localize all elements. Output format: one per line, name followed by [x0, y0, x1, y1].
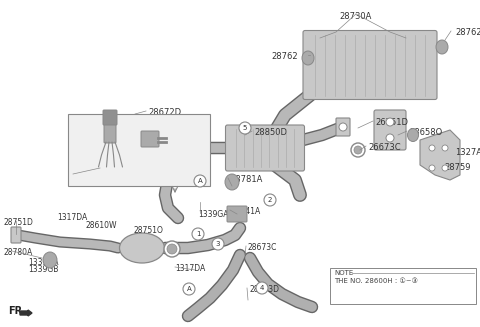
Circle shape	[194, 175, 206, 187]
Text: 2: 2	[268, 197, 272, 203]
Circle shape	[339, 123, 347, 131]
Text: 1: 1	[196, 231, 200, 237]
FancyBboxPatch shape	[374, 110, 406, 150]
Text: A: A	[198, 178, 203, 184]
Circle shape	[167, 244, 177, 254]
Ellipse shape	[436, 40, 448, 54]
Circle shape	[256, 282, 268, 294]
Text: 1339GA: 1339GA	[28, 258, 59, 267]
Circle shape	[442, 165, 448, 171]
Circle shape	[429, 165, 435, 171]
Ellipse shape	[225, 174, 239, 190]
Text: 28751O: 28751O	[133, 226, 163, 235]
Circle shape	[212, 238, 224, 250]
Text: 28850D: 28850D	[254, 128, 287, 137]
Text: NOTE: NOTE	[334, 270, 353, 276]
Circle shape	[164, 241, 180, 257]
Circle shape	[354, 146, 362, 154]
FancyBboxPatch shape	[336, 118, 350, 136]
Circle shape	[442, 145, 448, 151]
Circle shape	[351, 143, 365, 157]
Text: 28751D: 28751D	[4, 218, 34, 227]
FancyBboxPatch shape	[330, 268, 476, 304]
Text: 28669O: 28669O	[136, 138, 166, 147]
Circle shape	[192, 228, 204, 240]
Text: A: A	[187, 286, 192, 292]
Circle shape	[264, 194, 276, 206]
Text: 4: 4	[260, 285, 264, 291]
FancyBboxPatch shape	[141, 131, 159, 147]
Polygon shape	[420, 130, 460, 180]
Text: 28641A: 28641A	[232, 207, 261, 216]
Circle shape	[239, 122, 251, 134]
Text: 1125KJ: 1125KJ	[73, 172, 99, 181]
FancyBboxPatch shape	[68, 114, 210, 186]
FancyBboxPatch shape	[104, 121, 116, 143]
Text: FR: FR	[8, 306, 22, 316]
Text: 1339GB: 1339GB	[28, 265, 59, 274]
Text: 28762: 28762	[271, 52, 298, 61]
Ellipse shape	[302, 51, 314, 65]
Text: 1327AC: 1327AC	[455, 148, 480, 157]
Text: 28781A: 28781A	[230, 175, 263, 184]
FancyBboxPatch shape	[303, 30, 437, 99]
Ellipse shape	[120, 233, 165, 263]
Text: 28610W: 28610W	[86, 221, 118, 230]
Text: 1317DA: 1317DA	[57, 213, 87, 222]
FancyBboxPatch shape	[11, 227, 21, 243]
Text: 1317DA: 1317DA	[175, 264, 205, 273]
Text: 26751D: 26751D	[375, 118, 408, 127]
Circle shape	[386, 118, 394, 126]
Text: 28673D: 28673D	[249, 285, 279, 294]
Text: 28762A: 28762A	[455, 28, 480, 37]
Text: 3: 3	[216, 241, 220, 247]
Circle shape	[429, 145, 435, 151]
Text: 254L5A: 254L5A	[73, 159, 102, 168]
Text: 39220: 39220	[118, 131, 142, 140]
FancyArrow shape	[20, 310, 32, 316]
FancyBboxPatch shape	[227, 206, 247, 222]
Text: 28658O: 28658O	[409, 128, 442, 137]
Text: 1339GA: 1339GA	[198, 210, 228, 219]
Text: 254L5B: 254L5B	[75, 124, 104, 133]
FancyBboxPatch shape	[226, 125, 304, 171]
Text: 28780A: 28780A	[4, 248, 33, 257]
Text: 25491B: 25491B	[73, 145, 102, 154]
Text: 5: 5	[243, 125, 247, 131]
Text: 26673C: 26673C	[368, 143, 401, 152]
Text: 28672D: 28672D	[148, 108, 181, 117]
Text: 28759: 28759	[444, 163, 470, 172]
FancyBboxPatch shape	[103, 110, 117, 125]
Text: 28730A: 28730A	[340, 12, 372, 21]
Ellipse shape	[408, 129, 419, 142]
Text: THE NO. 28600H : ①~③: THE NO. 28600H : ①~③	[334, 278, 418, 284]
Circle shape	[386, 134, 394, 142]
Ellipse shape	[43, 252, 57, 268]
Text: 28673C: 28673C	[248, 243, 277, 252]
Text: 25463P: 25463P	[107, 152, 136, 161]
Circle shape	[183, 283, 195, 295]
